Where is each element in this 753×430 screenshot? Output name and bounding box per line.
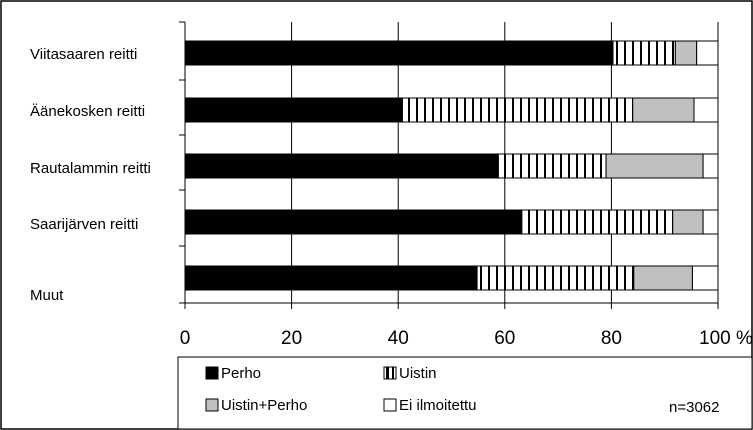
bar-segment [696,40,719,66]
axes [179,21,719,309]
x-tick-label: 20 [281,328,302,349]
legend-label: Perho [221,365,261,382]
x-tick-label: 80 [601,328,622,349]
sample-size-annotation: n=3062 [669,399,719,416]
bar-segment [691,265,719,291]
bar-segment [184,40,614,66]
legend-label: Uistin+Perho [221,397,307,414]
bar-segment [632,97,695,123]
bar-segment [401,97,634,123]
category-label: Saarijärven reitti [30,216,138,233]
bar-segment [672,209,704,235]
x-tick-label: 40 [388,328,409,349]
bar-segment [521,209,674,235]
bar-segment [693,97,719,123]
legend-swatch [205,366,219,380]
bar-segment [184,265,478,291]
bar-segment [612,40,676,66]
bar-segment [497,153,607,179]
bar-segment [605,153,704,179]
x-tick-labels: 0 20 40 60 80 100 % [180,328,753,349]
legend-label: Uistin [399,365,437,382]
bar-segment [476,265,635,291]
legend-swatch [205,398,219,412]
x-tick-label: 100 % [699,328,753,349]
legend: Perho Uistin Uistin+Perho Ei ilmoitettu [177,356,753,430]
legend-swatch [383,398,397,412]
category-labels: Viitasaaren reitti Äänekosken reitti Rauta… [30,46,151,304]
category-label: Muut [30,287,64,304]
category-label: Äänekosken reitti [30,103,145,120]
legend-swatch-stripe [392,367,394,379]
bar-segment [702,209,719,235]
bar-segment [184,153,499,179]
x-tick-label: 0 [180,328,191,349]
legend-swatch-stripe [386,367,389,379]
x-tick-label: 60 [494,328,515,349]
legend-box [177,356,753,430]
bar-segment [674,40,698,66]
legend-swatch [383,366,397,380]
category-label: Viitasaaren reitti [30,46,137,63]
bar-segment [184,209,523,235]
bar-segment [633,265,693,291]
category-label: Rautalammin reitti [30,160,151,177]
legend-label: Ei ilmoitettu [399,397,477,414]
bar-segment [702,153,719,179]
bar-segment [184,97,403,123]
